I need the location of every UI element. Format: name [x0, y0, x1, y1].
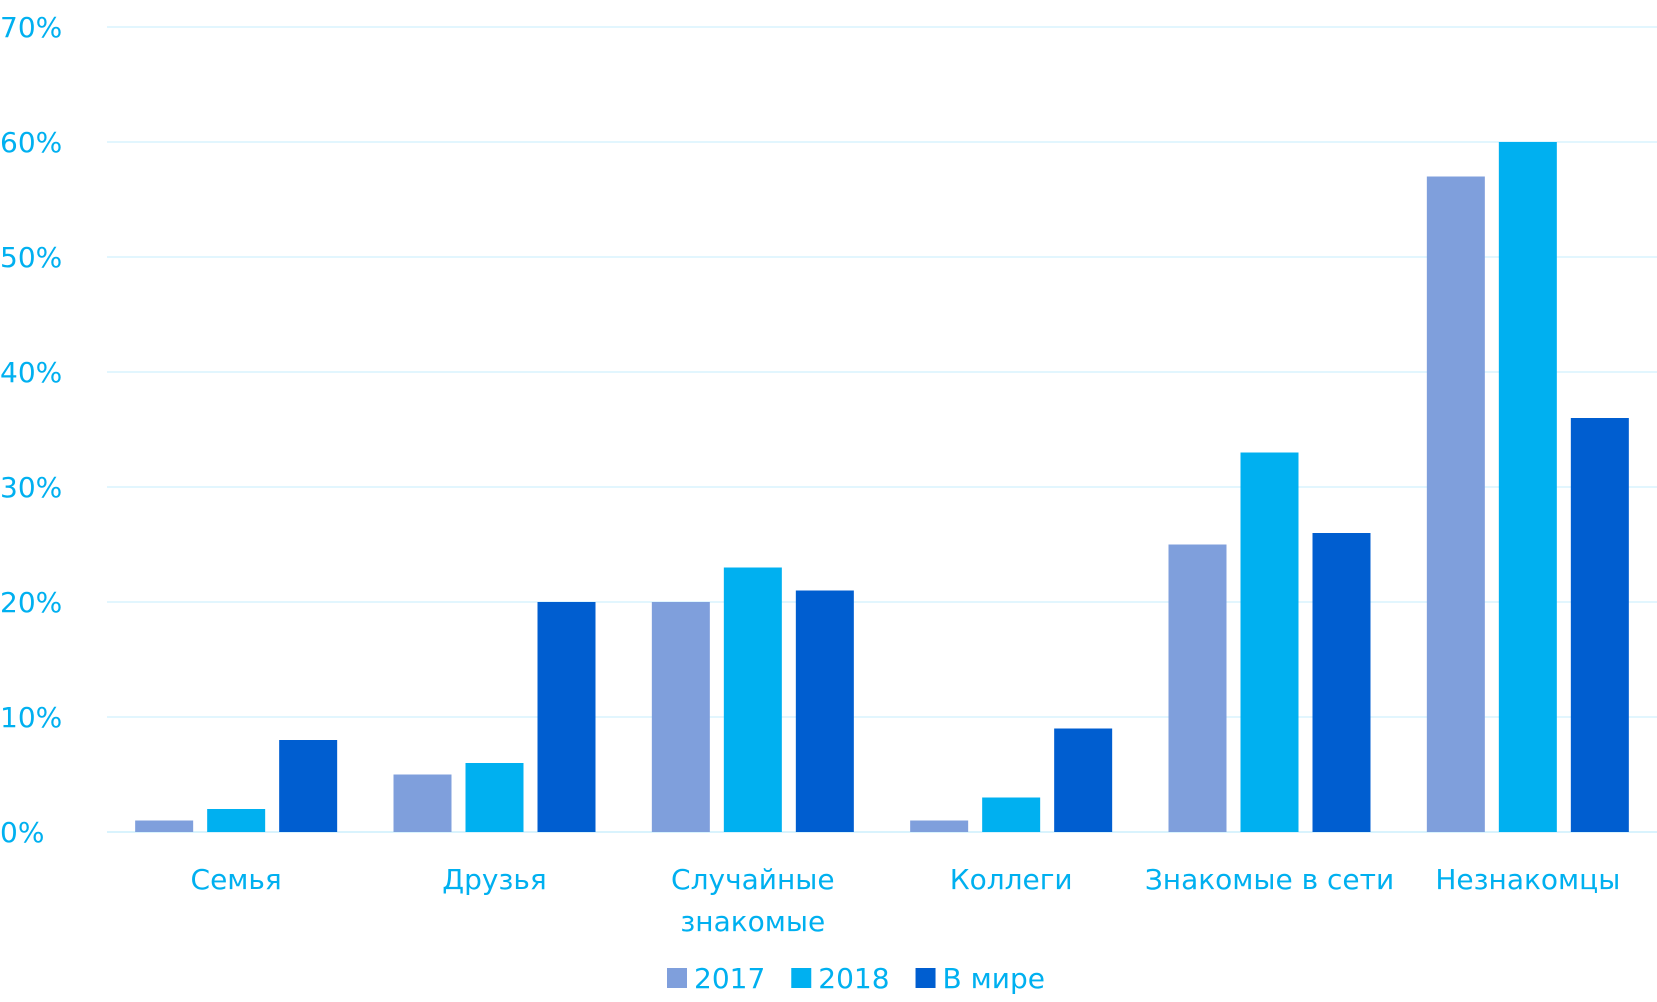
legend-swatch	[667, 968, 687, 988]
x-category-label: Случайные знакомые	[671, 863, 835, 938]
y-tick-label: 50%	[0, 241, 62, 274]
legend-label: 2018	[818, 962, 889, 995]
bars	[135, 142, 1629, 832]
bar	[723, 567, 782, 832]
y-tick-label: 20%	[0, 586, 62, 619]
bar	[207, 809, 266, 832]
bar	[1240, 452, 1299, 832]
legend-label: 2017	[694, 962, 765, 995]
x-category-label: Незнакомцы	[1435, 863, 1620, 896]
bar	[1570, 418, 1629, 832]
bar	[1054, 728, 1113, 832]
y-tick-label: 70%	[0, 11, 62, 44]
bar	[465, 763, 524, 832]
bar	[135, 820, 194, 832]
legend-swatch	[915, 968, 936, 988]
bar	[1312, 533, 1371, 832]
y-tick-label: 60%	[0, 126, 62, 159]
bar	[982, 797, 1041, 832]
x-category-label: Семья	[191, 863, 282, 896]
gridlines	[107, 26, 1657, 833]
legend: 2017 2018 В мире	[667, 962, 1045, 995]
y-tick-label: 30%	[0, 471, 62, 504]
bar	[279, 740, 338, 832]
x-axis-categories: Семья Друзья Случайные знакомые Коллеги Знако…	[191, 863, 1621, 938]
y-axis-ticks: 0% 10% 20% 30% 40% 50% 60% 70%	[0, 11, 62, 849]
bar	[537, 602, 596, 832]
bar	[1168, 544, 1227, 832]
bar	[795, 590, 854, 832]
bar	[393, 774, 452, 832]
bar	[910, 820, 969, 832]
bar	[1498, 142, 1557, 832]
legend-label: В мире	[943, 962, 1045, 995]
x-category-label: Коллеги	[950, 863, 1073, 896]
y-tick-label: 40%	[0, 356, 62, 389]
y-tick-label: 0%	[0, 816, 44, 849]
bar	[1426, 176, 1485, 832]
x-category-label: Друзья	[442, 863, 546, 896]
bar	[651, 602, 710, 832]
legend-swatch	[791, 968, 812, 988]
x-category-label: Знакомые в сети	[1145, 863, 1394, 896]
y-tick-label: 10%	[0, 701, 62, 734]
